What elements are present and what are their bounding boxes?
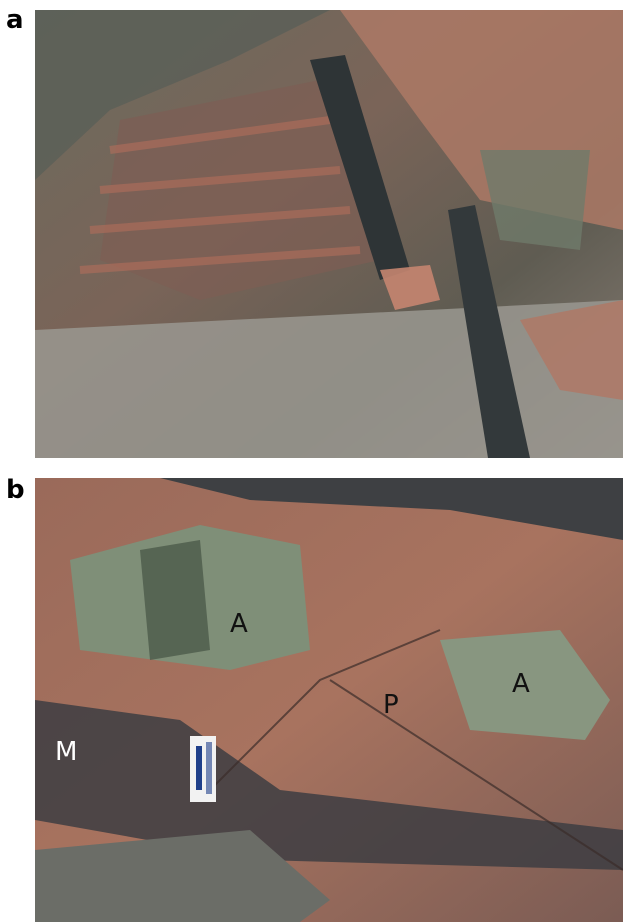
annotation: A	[230, 609, 248, 639]
photo-b	[35, 478, 623, 922]
annotation: M	[55, 737, 77, 767]
photo-a	[35, 10, 623, 458]
annotation: A	[512, 669, 530, 699]
panel-label: a	[6, 5, 24, 35]
panel-label: b	[6, 475, 25, 505]
annotation: P	[383, 690, 399, 720]
